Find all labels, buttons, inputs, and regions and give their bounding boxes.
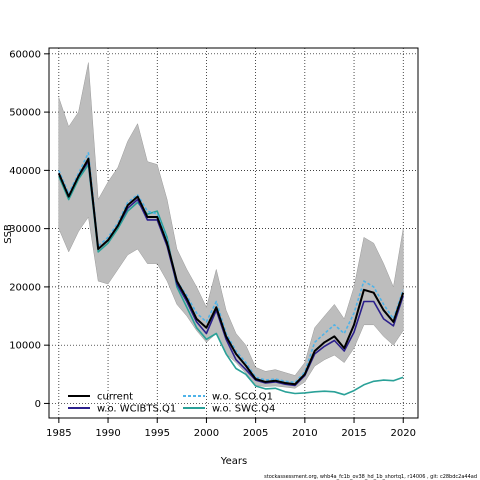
y-tick-label: 50000	[9, 108, 41, 119]
series-line-3	[58, 152, 404, 384]
x-tick-label: 1995	[145, 428, 170, 439]
y-axis: 0 10000 20000 30000 40000 50000 60000	[9, 49, 49, 410]
y-tick-label: 30000	[9, 224, 41, 235]
x-tick-label: 2015	[341, 428, 366, 439]
legend-label-2: w.o. WCIBTS.Q1	[97, 404, 176, 415]
x-tick-label: 1985	[46, 428, 71, 439]
y-tick-label: 20000	[9, 282, 41, 293]
confidence-band-layer	[58, 62, 404, 389]
y-tick-label: 60000	[9, 49, 41, 60]
series-line-1	[57, 157, 405, 386]
legend-label-3: w.o. SCO.Q1	[212, 392, 273, 403]
series-layer	[57, 152, 405, 396]
confidence-band	[58, 62, 404, 389]
legend-label-1: current	[97, 392, 133, 403]
series-line-4	[58, 163, 404, 396]
footnote: stockassessment.org, whb4a_fc1b_ov38_hd_…	[264, 474, 477, 480]
x-tick-label: 2010	[292, 428, 317, 439]
x-axis: 1985 1990 1995 2000 2005 2010 2015 2020	[46, 418, 416, 439]
x-axis-label: Years	[220, 456, 247, 467]
plot-frame	[48, 47, 419, 419]
y-tick-label: 40000	[9, 166, 41, 177]
legend-label-4: w.o. SWC.Q4	[212, 404, 275, 415]
x-tick-label: 2000	[194, 428, 219, 439]
x-tick-label: 2005	[243, 428, 268, 439]
y-axis-label: SSB	[3, 224, 14, 244]
y-tick-label: 10000	[9, 341, 41, 352]
x-tick-label: 2020	[391, 428, 416, 439]
x-tick-label: 1990	[95, 428, 120, 439]
y-tick-label: 0	[35, 399, 41, 410]
